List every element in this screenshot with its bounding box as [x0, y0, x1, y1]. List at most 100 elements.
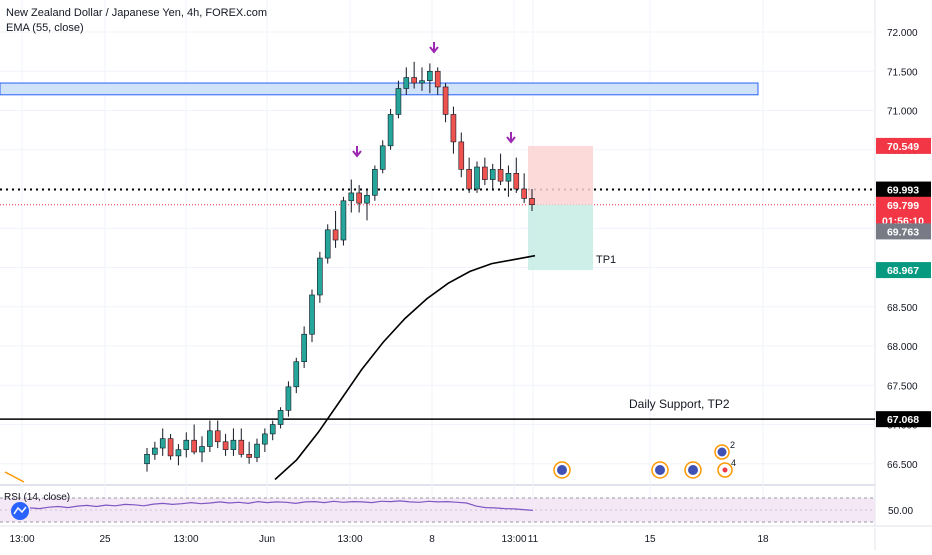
take-profit-zone	[528, 204, 593, 271]
candle-body	[340, 200, 347, 241]
candle-body	[230, 439, 237, 450]
candle-body	[379, 145, 386, 170]
ema-line	[4, 254, 536, 483]
event-flag-icon-inner	[655, 465, 665, 475]
candle-body	[167, 438, 174, 457]
candle-body	[497, 169, 504, 182]
candle-body	[246, 454, 252, 458]
candle	[442, 83, 449, 123]
tv-logo-mark	[13, 506, 27, 515]
candle	[434, 67, 441, 95]
candle	[497, 153, 504, 186]
candle	[159, 428, 166, 456]
candle	[348, 179, 355, 213]
chart-legend: New Zealand Dollar / Japanese Yen, 4h, F…	[6, 6, 267, 36]
annotations	[352, 42, 516, 158]
x-tick-label: 8	[429, 534, 435, 545]
candle	[395, 80, 402, 119]
candle	[489, 163, 496, 191]
candle	[183, 432, 190, 458]
daily-support-label: Daily Support, TP2	[629, 397, 730, 411]
candle	[207, 420, 213, 452]
zones	[0, 82, 759, 271]
candle	[466, 157, 472, 193]
orange-line-fragment	[4, 471, 25, 483]
candle-body	[269, 424, 276, 435]
candle	[379, 140, 386, 174]
candle-body	[332, 229, 339, 241]
candle	[411, 61, 417, 89]
candle-body	[199, 446, 205, 453]
candle-body	[434, 70, 441, 88]
down-arrow-icon	[429, 42, 439, 54]
candle	[324, 224, 331, 264]
candle-body	[262, 433, 268, 445]
x-tick-label: 15	[644, 534, 656, 545]
price-label: 68.967	[876, 262, 931, 279]
symbol-title: New Zealand Dollar / Japanese Yen, 4h, F…	[6, 7, 268, 19]
candle	[230, 428, 237, 456]
event-count-badge: 4	[731, 458, 736, 468]
event-flag-icon-inner	[717, 447, 727, 457]
tp1-label: TP1	[596, 254, 616, 266]
candle	[505, 165, 512, 197]
candle-body	[207, 430, 213, 447]
candle-body	[411, 77, 417, 84]
candle	[458, 132, 465, 178]
rsi-panel	[0, 497, 875, 523]
candle	[285, 381, 292, 417]
price-label: 69.763	[876, 223, 931, 240]
candle-body	[277, 410, 284, 425]
candle	[144, 448, 150, 472]
price-label-bg	[876, 181, 931, 198]
candle	[364, 189, 370, 221]
candle-body	[293, 361, 300, 388]
candle-body	[513, 173, 520, 190]
candle	[419, 67, 425, 91]
candle	[513, 157, 520, 193]
candle	[482, 157, 488, 186]
candle-body	[458, 141, 465, 170]
candle	[450, 106, 457, 154]
indicator-label: EMA (55, close)	[6, 22, 84, 34]
candle	[309, 289, 315, 343]
x-tick-label: 25	[99, 534, 111, 545]
candle-body	[474, 166, 480, 190]
candle	[214, 420, 221, 449]
candle	[191, 424, 197, 455]
candle-body	[309, 294, 315, 335]
price-label-bg	[876, 137, 931, 154]
rsi-value-label: 50.00	[888, 506, 913, 517]
candle-body	[387, 114, 394, 147]
price-label-bg	[876, 196, 931, 213]
candle-body	[144, 454, 150, 465]
candle-body	[285, 386, 292, 411]
event-flag-dot	[722, 467, 728, 473]
price-axis: 72.00071.50071.00070.50070.00069.50069.0…	[887, 28, 918, 471]
x-tick-label: 11	[528, 534, 539, 545]
candle-body	[466, 169, 472, 190]
candle-body	[364, 194, 370, 204]
candle	[340, 196, 347, 246]
candle	[293, 357, 300, 394]
candle	[222, 433, 229, 456]
candle-body	[317, 257, 323, 296]
candle-body	[159, 438, 166, 449]
candle-body	[222, 441, 229, 450]
candle-body	[254, 443, 260, 458]
candle	[167, 433, 174, 460]
price-label-text: 69.993	[887, 185, 919, 197]
candle	[301, 326, 307, 368]
candle-body	[324, 229, 331, 259]
events: 24	[553, 440, 736, 479]
candle-body	[372, 169, 378, 196]
candle-body	[521, 188, 527, 199]
event-flag-icon-inner	[557, 465, 567, 475]
price-label-text: 70.549	[887, 141, 919, 153]
price-label-bg	[876, 411, 931, 428]
x-tick-label: 18	[757, 534, 769, 545]
candle	[269, 420, 276, 441]
candle-body	[450, 114, 457, 143]
